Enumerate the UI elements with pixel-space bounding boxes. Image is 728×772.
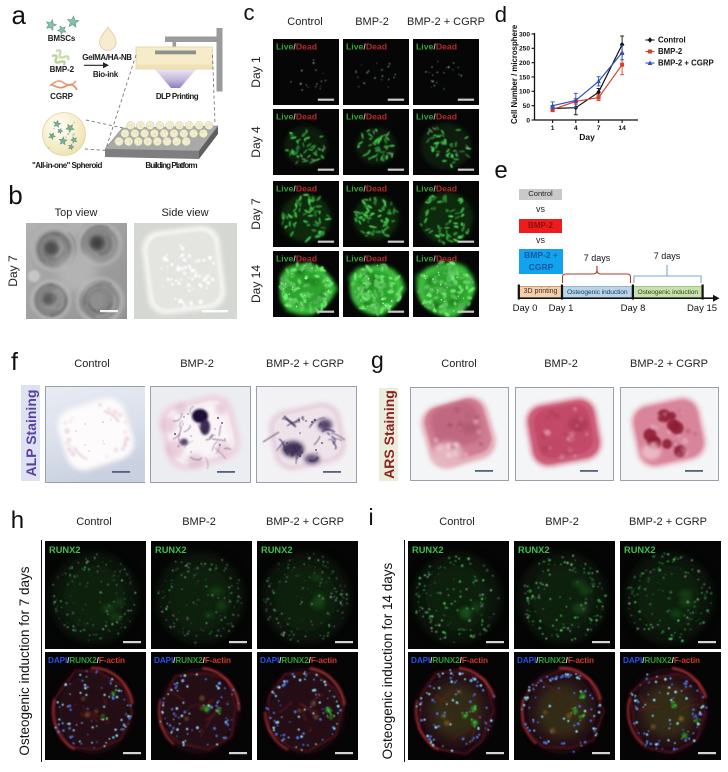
svg-text:7: 7	[597, 125, 601, 132]
svg-text:Live/Dead: Live/Dead	[416, 253, 457, 263]
svg-text:Live/Dead: Live/Dead	[276, 111, 317, 121]
svg-text:100: 100	[519, 89, 530, 96]
svg-text:1: 1	[551, 125, 555, 132]
svg-text:RUNX2: RUNX2	[49, 545, 81, 555]
svg-text:DAPI/RUNX2/F-actin: DAPI/RUNX2/F-actin	[517, 656, 594, 665]
svg-text:Live/Dead: Live/Dead	[346, 41, 387, 51]
svg-text:RUNX2: RUNX2	[412, 545, 444, 555]
svg-text:BMP-2 + CGRP: BMP-2 + CGRP	[658, 59, 714, 68]
svg-text:Live/Dead: Live/Dead	[416, 183, 457, 193]
svg-text:Live/Dead: Live/Dead	[276, 253, 317, 263]
svg-text:Control: Control	[658, 36, 686, 45]
svg-text:Live/Dead: Live/Dead	[346, 183, 387, 193]
svg-text:RUNX2: RUNX2	[518, 545, 550, 555]
svg-text:Live/Dead: Live/Dead	[276, 41, 317, 51]
svg-text:RUNX2: RUNX2	[624, 545, 656, 555]
svg-text:14: 14	[618, 125, 626, 132]
svg-text:DAPI/RUNX2/F-actin: DAPI/RUNX2/F-actin	[48, 656, 125, 665]
svg-text:250: 250	[519, 46, 530, 53]
svg-text:Live/Dead: Live/Dead	[346, 253, 387, 263]
svg-text:DAPI/RUNX2/F-actin: DAPI/RUNX2/F-actin	[411, 656, 488, 665]
svg-text:0: 0	[526, 117, 530, 124]
svg-text:Live/Dead: Live/Dead	[276, 183, 317, 193]
svg-text:4: 4	[574, 125, 578, 132]
svg-text:DAPI/RUNX2/F-actin: DAPI/RUNX2/F-actin	[260, 656, 337, 665]
svg-text:Live/Dead: Live/Dead	[416, 111, 457, 121]
svg-text:DAPI/RUNX2/F-actin: DAPI/RUNX2/F-actin	[154, 656, 231, 665]
svg-text:BMP-2: BMP-2	[658, 47, 683, 56]
svg-text:200: 200	[519, 60, 530, 67]
svg-text:DAPI/RUNX2/F-actin: DAPI/RUNX2/F-actin	[623, 656, 700, 665]
svg-text:Live/Dead: Live/Dead	[416, 41, 457, 51]
svg-text:RUNX2: RUNX2	[261, 545, 293, 555]
svg-text:300: 300	[519, 31, 530, 38]
svg-text:Live/Dead: Live/Dead	[346, 111, 387, 121]
svg-text:RUNX2: RUNX2	[155, 545, 187, 555]
svg-text:50: 50	[523, 103, 531, 110]
svg-text:150: 150	[519, 74, 530, 81]
